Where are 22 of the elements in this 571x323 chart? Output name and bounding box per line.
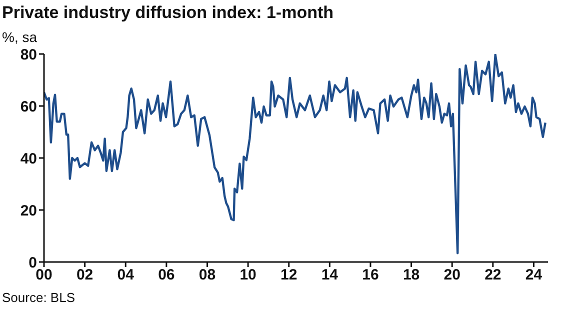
chart-title: Private industry diffusion index: 1-month bbox=[2, 2, 335, 24]
line-series bbox=[44, 54, 546, 254]
x-tick-label: 16 bbox=[362, 266, 379, 284]
x-tick-label: 10 bbox=[240, 266, 256, 284]
source-note: Source: BLS bbox=[2, 290, 76, 306]
x-tick-label: 20 bbox=[444, 266, 460, 284]
y-tick-label: 0 bbox=[28, 254, 37, 272]
y-tick-label: 40 bbox=[20, 150, 37, 168]
x-tick-label: 08 bbox=[198, 266, 216, 284]
x-tick-label: 22 bbox=[484, 266, 502, 284]
x-tick-label: 00 bbox=[36, 266, 52, 284]
x-tick-label: 04 bbox=[117, 266, 135, 284]
x-tick-label: 24 bbox=[525, 266, 543, 284]
x-tick-label: 18 bbox=[402, 266, 420, 284]
x-tick-label: 12 bbox=[280, 266, 298, 284]
x-tick-label: 02 bbox=[76, 266, 94, 284]
x-tick-label: 14 bbox=[321, 266, 339, 284]
x-tick-label: 06 bbox=[158, 266, 175, 284]
y-axis-title: %, sa bbox=[2, 28, 38, 46]
y-tick-label: 60 bbox=[20, 98, 37, 116]
y-tick-label: 80 bbox=[20, 46, 37, 64]
y-tick-label: 20 bbox=[20, 202, 37, 220]
